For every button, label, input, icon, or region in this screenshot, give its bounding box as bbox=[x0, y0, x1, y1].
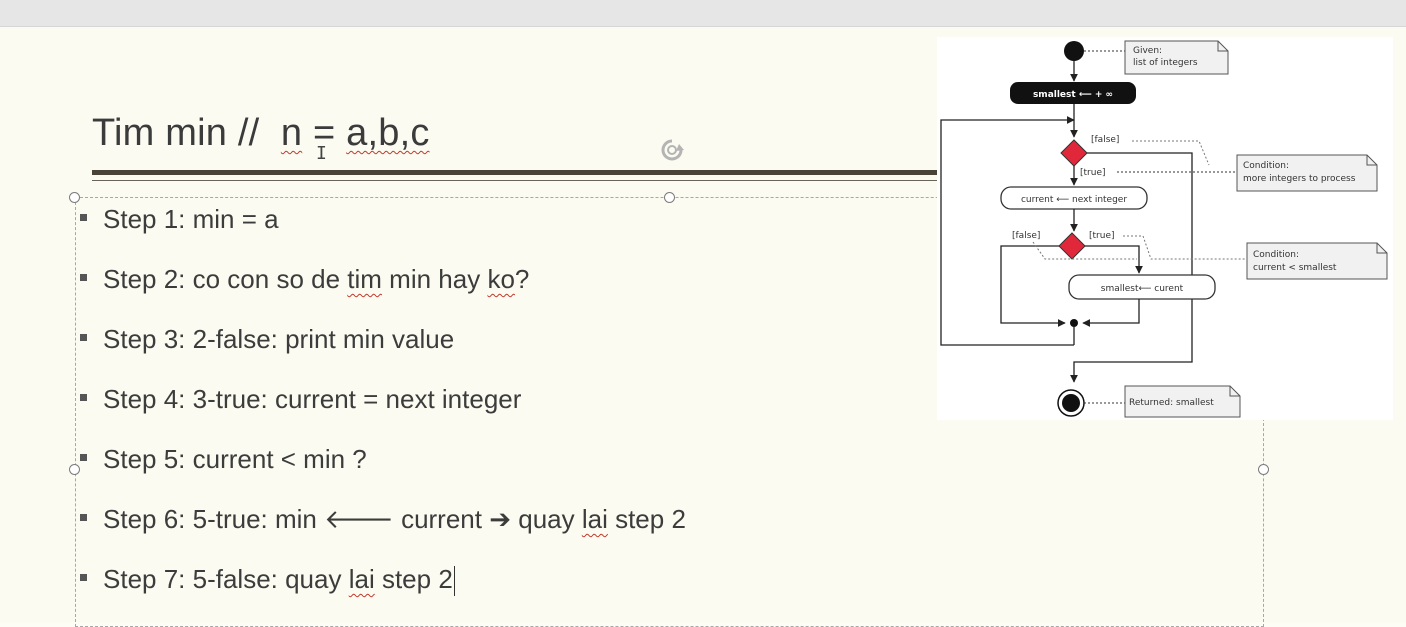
list-item-step-2: Step 2: co con so de tim min hay ko? bbox=[78, 258, 686, 318]
bullet-icon bbox=[80, 394, 87, 401]
step-text-misspelled: lai bbox=[581, 504, 608, 534]
bullet-icon bbox=[80, 514, 87, 521]
left-arrow-icon: 🡐 bbox=[324, 504, 394, 534]
assign-smallest-label: smallest⟵ curent bbox=[1101, 284, 1184, 294]
note-given-line2: list of integers bbox=[1133, 58, 1198, 68]
bullet-icon bbox=[80, 214, 87, 221]
step-text: ? bbox=[514, 264, 530, 294]
note-returned-label: Returned: smallest bbox=[1129, 398, 1214, 408]
note-condition-more bbox=[1236, 154, 1378, 192]
step-text: step 2 bbox=[607, 504, 686, 534]
list-item-step-5: Step 5: current < min ? bbox=[78, 438, 686, 498]
merge-node bbox=[1070, 319, 1078, 327]
steps-list[interactable]: Step 1: min = a Step 2: co con so de tim… bbox=[78, 198, 686, 618]
resize-handle-top-center[interactable] bbox=[664, 192, 675, 203]
title-equals: = bbox=[302, 112, 347, 154]
rotate-handle-icon[interactable] bbox=[655, 136, 689, 164]
title-variables: a,b,c bbox=[346, 112, 430, 154]
resize-handle-middle-left[interactable] bbox=[69, 464, 80, 475]
start-node bbox=[1064, 41, 1084, 61]
text-caret bbox=[453, 566, 456, 597]
bullet-icon bbox=[80, 454, 87, 461]
note-cond2-line2: current < smallest bbox=[1253, 263, 1337, 273]
list-item-step-4: Step 4: 3-true: current = next integer bbox=[78, 378, 686, 438]
bullet-icon bbox=[80, 334, 87, 341]
list-item-step-7: Step 7: 5-false: quay lai step 2 bbox=[78, 558, 686, 618]
step-text: Step 1: min = a bbox=[103, 204, 279, 234]
title-rule-thick bbox=[92, 170, 937, 175]
ibeam-cursor-icon: I bbox=[316, 143, 327, 164]
init-action-label: smallest ⟵ + ∞ bbox=[1033, 90, 1113, 100]
step-text: Step 2: co con so de bbox=[103, 264, 348, 294]
decision-current-smaller bbox=[1058, 232, 1086, 260]
init-action bbox=[1010, 82, 1136, 104]
list-item-step-3: Step 3: 2-false: print min value bbox=[78, 318, 686, 378]
step-text: Step 3: 2-false: print min value bbox=[103, 324, 455, 354]
decision2-true-label: [true] bbox=[1089, 231, 1115, 241]
step-text-misspelled: tim bbox=[347, 264, 382, 294]
note-given-line1: Given: bbox=[1133, 46, 1162, 56]
app-toolbar-strip bbox=[0, 0, 1406, 27]
bullet-icon bbox=[80, 274, 87, 281]
note-cond2-line1: Condition: bbox=[1253, 250, 1299, 260]
title-prefix: Tim min // bbox=[92, 112, 281, 154]
right-arrow-icon: ➔ bbox=[489, 504, 512, 534]
assign-smallest-action bbox=[1068, 274, 1216, 300]
step-text: Step 6: 5-true: min bbox=[103, 504, 325, 534]
note-returned bbox=[1124, 385, 1241, 418]
decision2-false-label: [false] bbox=[1012, 231, 1040, 241]
activity-diagram-svg: Given: list of integers smallest ⟵ + ∞ [… bbox=[940, 40, 1388, 418]
title-rule-thin bbox=[92, 180, 937, 181]
decision1-true-label: [true] bbox=[1080, 168, 1106, 178]
slide-title[interactable]: Tim min // n = a,b,c bbox=[92, 112, 430, 155]
resize-handle-middle-right[interactable] bbox=[1258, 464, 1269, 475]
step-text: quay bbox=[511, 504, 582, 534]
note-given bbox=[1124, 40, 1229, 75]
list-item-step-1: Step 1: min = a bbox=[78, 198, 686, 258]
note-condition-smaller bbox=[1246, 242, 1388, 280]
step-text: current bbox=[393, 504, 490, 534]
note-cond1-line2: more integers to process bbox=[1243, 174, 1356, 184]
list-item-step-6: Step 6: 5-true: min 🡐 current ➔ quay lai… bbox=[78, 498, 686, 558]
decision-more-integers bbox=[1060, 139, 1088, 167]
step-text: Step 5: current < min ? bbox=[103, 444, 367, 474]
step-text: Step 7: 5-false: quay bbox=[103, 564, 349, 594]
next-integer-label: current ⟵ next integer bbox=[1021, 195, 1127, 205]
resize-handle-top-left[interactable] bbox=[69, 192, 80, 203]
step-text-misspelled: lai bbox=[348, 564, 375, 594]
step-text: min hay bbox=[381, 264, 488, 294]
step-text: Step 4: 3-true: current = next integer bbox=[103, 384, 522, 414]
activity-diagram-image[interactable]: Given: list of integers smallest ⟵ + ∞ [… bbox=[937, 37, 1393, 420]
note-cond1-line1: Condition: bbox=[1243, 161, 1289, 171]
title-n: n bbox=[280, 112, 303, 154]
bullet-icon bbox=[80, 574, 87, 581]
step-text: step 2 bbox=[374, 564, 453, 594]
decision1-false-label: [false] bbox=[1091, 135, 1119, 145]
step-text-misspelled: ko bbox=[487, 264, 515, 294]
